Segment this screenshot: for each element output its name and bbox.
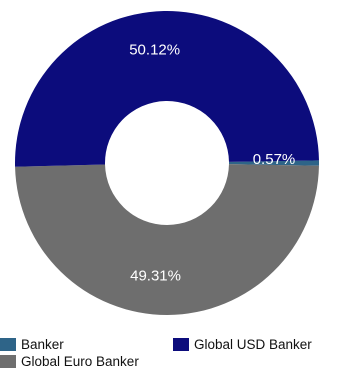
slice-label-banker: 0.57% — [253, 151, 296, 168]
legend-item-banker: Banker — [0, 337, 64, 352]
legend-swatch-global-euro-banker — [0, 355, 16, 368]
legend-item-global-usd-banker: Global USD Banker — [173, 337, 312, 352]
legend-item-global-euro-banker: Global Euro Banker — [0, 354, 139, 369]
legend-label-banker: Banker — [21, 337, 64, 352]
donut-slice-banker — [228, 160, 319, 166]
donut-slice-global-euro-banker — [15, 164, 319, 315]
legend-label-global-usd-banker: Global USD Banker — [194, 337, 312, 352]
donut-slice-global-usd-banker — [14, 10, 319, 167]
donut-chart: 0.57% 49.31% 50.12% — [14, 10, 319, 315]
donut-slices — [14, 10, 319, 315]
chart-legend: Banker Global Euro Banker Global USD Ban… — [0, 333, 355, 373]
donut-slice-labels: 0.57% 49.31% 50.12% — [129, 42, 295, 285]
legend-label-global-euro-banker: Global Euro Banker — [21, 354, 139, 369]
slice-label-global-euro-banker: 49.31% — [130, 267, 181, 284]
slice-label-global-usd-banker: 50.12% — [129, 42, 180, 59]
legend-swatch-global-usd-banker — [173, 338, 189, 351]
legend-swatch-banker — [0, 338, 16, 351]
